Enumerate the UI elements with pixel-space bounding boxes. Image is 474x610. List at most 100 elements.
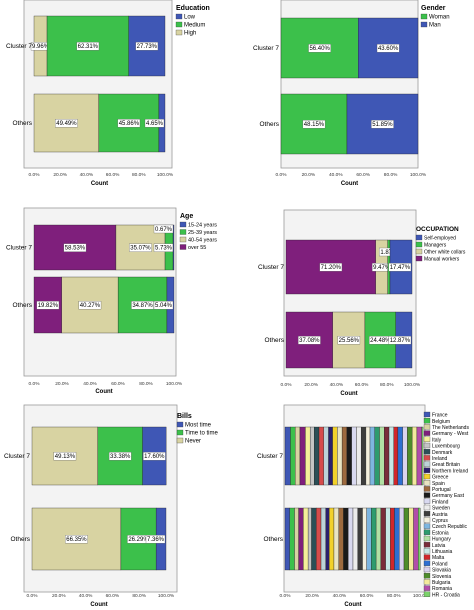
- legend-entry: Spain: [432, 481, 445, 487]
- data-label: 12.87%: [390, 338, 411, 344]
- legend-entry: Czech Republic: [432, 524, 468, 530]
- x-tick-label: 60.0%: [111, 381, 125, 387]
- legend-entry: Slovakia: [432, 568, 451, 574]
- bar-segment-cyprus: [365, 426, 371, 486]
- data-label-box: [135, 42, 159, 51]
- bar-segment-austria: [360, 426, 367, 486]
- x-axis-label: Count: [341, 181, 358, 187]
- bar-segment-spain: [333, 507, 339, 571]
- data-label: 33.38%: [110, 454, 131, 460]
- bar-segment-poland: [394, 507, 400, 571]
- bar-segment-northern-ireland: [328, 426, 333, 486]
- data-label: 45.86%: [119, 121, 140, 127]
- legend-entry: Finland: [432, 499, 449, 505]
- legend-swatch: [176, 421, 184, 428]
- category-label: Others: [264, 337, 284, 344]
- x-axis-label: Count: [91, 181, 108, 187]
- legend-swatch: [179, 229, 187, 235]
- data-label-box: [36, 301, 60, 310]
- legend-swatch: [423, 554, 431, 560]
- data-label: 1.87%: [380, 250, 398, 256]
- data-label: 62.31%: [78, 44, 99, 50]
- legend-title: OCCUPATION: [416, 226, 459, 233]
- legend-entry: Estonia: [432, 530, 449, 536]
- legend-entry: Man: [429, 23, 441, 29]
- data-label-box: [143, 452, 166, 461]
- legend-entry: Self-employed: [424, 236, 456, 242]
- x-tick-label: 20.0%: [55, 381, 69, 387]
- x-tick-label: 100.0%: [157, 172, 174, 178]
- legend-swatch: [423, 566, 431, 573]
- data-label-box: [376, 44, 400, 53]
- data-label: 43.60%: [378, 46, 399, 52]
- data-label-box: [76, 42, 100, 51]
- data-label-box: [63, 243, 87, 252]
- bar-segment-slovenia: [407, 426, 413, 486]
- category-label: Others: [10, 536, 30, 543]
- legend-swatch: [423, 560, 431, 566]
- bar-segment-latvia: [380, 507, 386, 571]
- data-label-box: [298, 336, 321, 345]
- legend-entry: Medium: [184, 23, 205, 29]
- data-label: 19.82%: [38, 303, 59, 309]
- chart-panel-4: 71.20% 9.47% 1.87% 17.47% Cluster 7 37.08% 25.…: [258, 209, 466, 397]
- legend-title: Age: [180, 213, 193, 220]
- legend-swatch: [423, 455, 431, 461]
- legend-swatch: [415, 234, 423, 241]
- bar-segment-sweden: [356, 426, 362, 486]
- legend-swatch: [423, 436, 431, 442]
- legend-entry: Cyprus: [432, 518, 448, 524]
- x-tick-label: 80.0%: [380, 382, 394, 388]
- legend-entry: Belgium: [432, 419, 450, 425]
- x-tick-label: 0.0%: [27, 593, 39, 599]
- data-label: 24.48%: [370, 338, 391, 344]
- data-label: 51.85%: [372, 122, 393, 128]
- legend-entry: Sweden: [432, 506, 450, 512]
- bar-segment-hungary: [375, 507, 382, 571]
- legend-entry: 25-39 years: [188, 230, 217, 236]
- legend-swatch: [423, 511, 431, 517]
- bar-segment-luxembourg: [307, 507, 312, 571]
- data-label: 26.29%: [128, 537, 149, 543]
- legend-swatch: [420, 21, 428, 28]
- data-label: 58.53%: [65, 246, 86, 252]
- legend-swatch: [423, 498, 431, 504]
- legend-swatch: [179, 244, 187, 250]
- data-label: 9.47%: [373, 265, 391, 271]
- legend-entry: Bulgaria: [432, 580, 451, 586]
- x-tick-label: 100.0%: [166, 381, 183, 387]
- x-tick-label: 0.0%: [29, 172, 41, 178]
- legend-swatch: [423, 418, 431, 424]
- bar-segment-estonia: [371, 507, 377, 571]
- bar-segment-slovakia: [399, 507, 405, 571]
- legend-swatch: [423, 480, 431, 486]
- x-tick-label: 60.0%: [106, 172, 120, 178]
- legend-entry: Never: [185, 439, 201, 445]
- legend-entry: Most time: [185, 423, 212, 429]
- data-label-box: [388, 263, 412, 272]
- data-label: 71.20%: [321, 265, 342, 271]
- legend-swatch: [176, 429, 184, 436]
- bar-segment-hr-croatia: [421, 426, 424, 486]
- legend-swatch: [423, 529, 431, 535]
- x-tick-label: 60.0%: [360, 593, 374, 599]
- bar-segment-poland: [397, 426, 403, 486]
- x-tick-label: 60.0%: [355, 382, 369, 388]
- bar-segment-greece: [329, 507, 335, 571]
- chart-panel-1: 9.96% 62.31% 27.73% Cluster 7 49.49% 45.86% 4.…: [6, 0, 210, 187]
- legend-entry: Denmark: [432, 450, 453, 456]
- legend-entry: Other white collars: [424, 250, 466, 256]
- data-label: 0.67%: [155, 227, 173, 233]
- data-label-box: [319, 263, 343, 272]
- bar-segment-austria: [357, 507, 363, 571]
- bar-segment-the-netherlands: [295, 426, 301, 486]
- bar-segment-finland: [351, 426, 357, 486]
- bar-segment-finland: [348, 507, 354, 571]
- legend-swatch: [423, 535, 431, 542]
- bar-segment-romania: [413, 507, 419, 571]
- data-label: 48.15%: [304, 122, 325, 128]
- legend-title: Bills: [177, 413, 192, 420]
- legend-swatch: [423, 473, 431, 480]
- category-label: Others: [259, 121, 279, 128]
- x-tick-label: 40.0%: [333, 593, 347, 599]
